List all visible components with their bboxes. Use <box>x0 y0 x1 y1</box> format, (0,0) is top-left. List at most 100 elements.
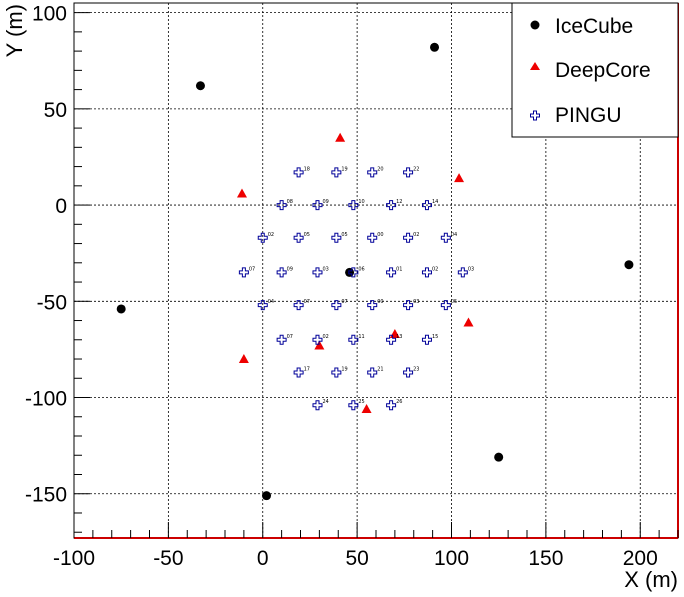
y-tick-label: 100 <box>32 3 67 26</box>
pingu-point <box>421 267 432 278</box>
data-points: 18 19 20 22 08 09 10 12 14 02 05 05 00 02 04 07 09 03 06 01… <box>116 42 634 501</box>
pingu-point-label: 01 <box>396 266 402 272</box>
pingu-point <box>421 200 432 211</box>
pingu-point-label: 10 <box>358 199 364 205</box>
pingu-point-label: 05 <box>304 232 310 238</box>
pingu-point-label: 22 <box>413 166 419 172</box>
deepcore-point <box>454 173 465 183</box>
pingu-point <box>331 300 342 311</box>
pingu-point-label: 23 <box>413 366 419 372</box>
pingu-point-label: 02 <box>432 266 438 272</box>
pingu-point <box>403 232 414 243</box>
deepcore-point <box>463 317 474 327</box>
pingu-point-label: 07 <box>287 334 293 340</box>
pingu-point-label: 14 <box>432 199 438 205</box>
pingu-point-label: 15 <box>432 334 438 340</box>
pingu-point <box>348 200 359 211</box>
icecube-point <box>262 491 272 501</box>
pingu-point-label: 18 <box>304 166 310 172</box>
pingu-point <box>403 300 414 311</box>
pingu-point <box>331 167 342 178</box>
icecube-point <box>430 42 440 52</box>
y-axis-title: Y (m) <box>2 4 27 57</box>
icecube-point <box>494 452 504 462</box>
pingu-point-label: 07 <box>249 266 255 272</box>
pingu-point <box>403 167 414 178</box>
legend-deepcore-marker <box>530 62 540 70</box>
pingu-point-label: 00 <box>377 232 383 238</box>
deepcore-point <box>335 132 346 142</box>
pingu-point <box>293 232 304 243</box>
pingu-point <box>312 200 323 211</box>
pingu-point-label: 09 <box>322 199 328 205</box>
deepcore-point <box>238 354 249 364</box>
pingu-point <box>293 167 304 178</box>
deepcore-point <box>314 340 325 350</box>
pingu-point <box>367 367 378 378</box>
legend-icecube-marker <box>530 20 540 30</box>
pingu-point <box>312 400 323 411</box>
pingu-point-label: 12 <box>396 199 402 205</box>
pingu-point <box>276 334 287 345</box>
pingu-point <box>386 334 397 345</box>
pingu-point-label: 00 <box>377 299 383 305</box>
pingu-point <box>440 232 451 243</box>
pingu-point-label: 03 <box>322 266 328 272</box>
x-tick-label: 0 <box>257 547 269 570</box>
x-tick-label: 150 <box>528 547 563 570</box>
legend-pingu-marker <box>530 110 540 121</box>
pingu-point-label: 19 <box>341 166 347 172</box>
pingu-point <box>421 334 432 345</box>
pingu-point-label: 02 <box>413 232 419 238</box>
pingu-point <box>276 267 287 278</box>
pingu-point <box>257 300 268 311</box>
pingu-point <box>367 167 378 178</box>
y-tick-label: -150 <box>25 484 67 507</box>
pingu-point-label: 05 <box>341 232 347 238</box>
pingu-point-label: 19 <box>341 366 347 372</box>
deepcore-point <box>236 188 247 198</box>
x-tick-label: 100 <box>434 547 469 570</box>
y-tick-label: -50 <box>37 291 67 314</box>
pingu-point-label: 05 <box>451 299 457 305</box>
pingu-point <box>331 367 342 378</box>
pingu-point-label: 08 <box>287 199 293 205</box>
pingu-point-label: 20 <box>377 166 383 172</box>
pingu-point-label: 03 <box>413 299 419 305</box>
x-tick-label: -100 <box>53 547 95 570</box>
icecube-point <box>345 267 355 277</box>
pingu-point <box>367 300 378 311</box>
pingu-point <box>293 300 304 311</box>
pingu-point <box>331 232 342 243</box>
pingu-point-label: 26 <box>396 399 402 405</box>
pingu-point <box>348 334 359 345</box>
pingu-point-label: 07 <box>341 299 347 305</box>
pingu-point-label: 24 <box>322 399 328 405</box>
pingu-point <box>367 232 378 243</box>
pingu-point-label: 09 <box>287 266 293 272</box>
pingu-point <box>440 300 451 311</box>
y-tick-label: -100 <box>25 388 67 411</box>
pingu-point-label: 13 <box>396 334 402 340</box>
x-tick-label: 50 <box>345 547 368 570</box>
y-tick-label: 0 <box>55 195 67 218</box>
pingu-point-label: 03 <box>468 266 474 272</box>
pingu-point <box>257 232 268 243</box>
deepcore-point <box>361 404 372 414</box>
icecube-point <box>116 304 126 314</box>
pingu-point-label: 21 <box>377 366 383 372</box>
pingu-point <box>293 367 304 378</box>
pingu-point-label: 07 <box>304 299 310 305</box>
pingu-point <box>238 267 249 278</box>
legend: IceCube DeepCore PINGU <box>511 2 679 138</box>
pingu-point-label: 02 <box>268 232 274 238</box>
pingu-point-label: 17 <box>304 366 310 372</box>
pingu-point <box>348 267 359 278</box>
legend-icecube-label: IceCube <box>555 15 633 38</box>
pingu-point-label: 25 <box>358 399 364 405</box>
pingu-point-label: 04 <box>451 232 457 238</box>
x-tick-label: -50 <box>153 547 183 570</box>
legend-deepcore-label: DeepCore <box>555 59 651 82</box>
